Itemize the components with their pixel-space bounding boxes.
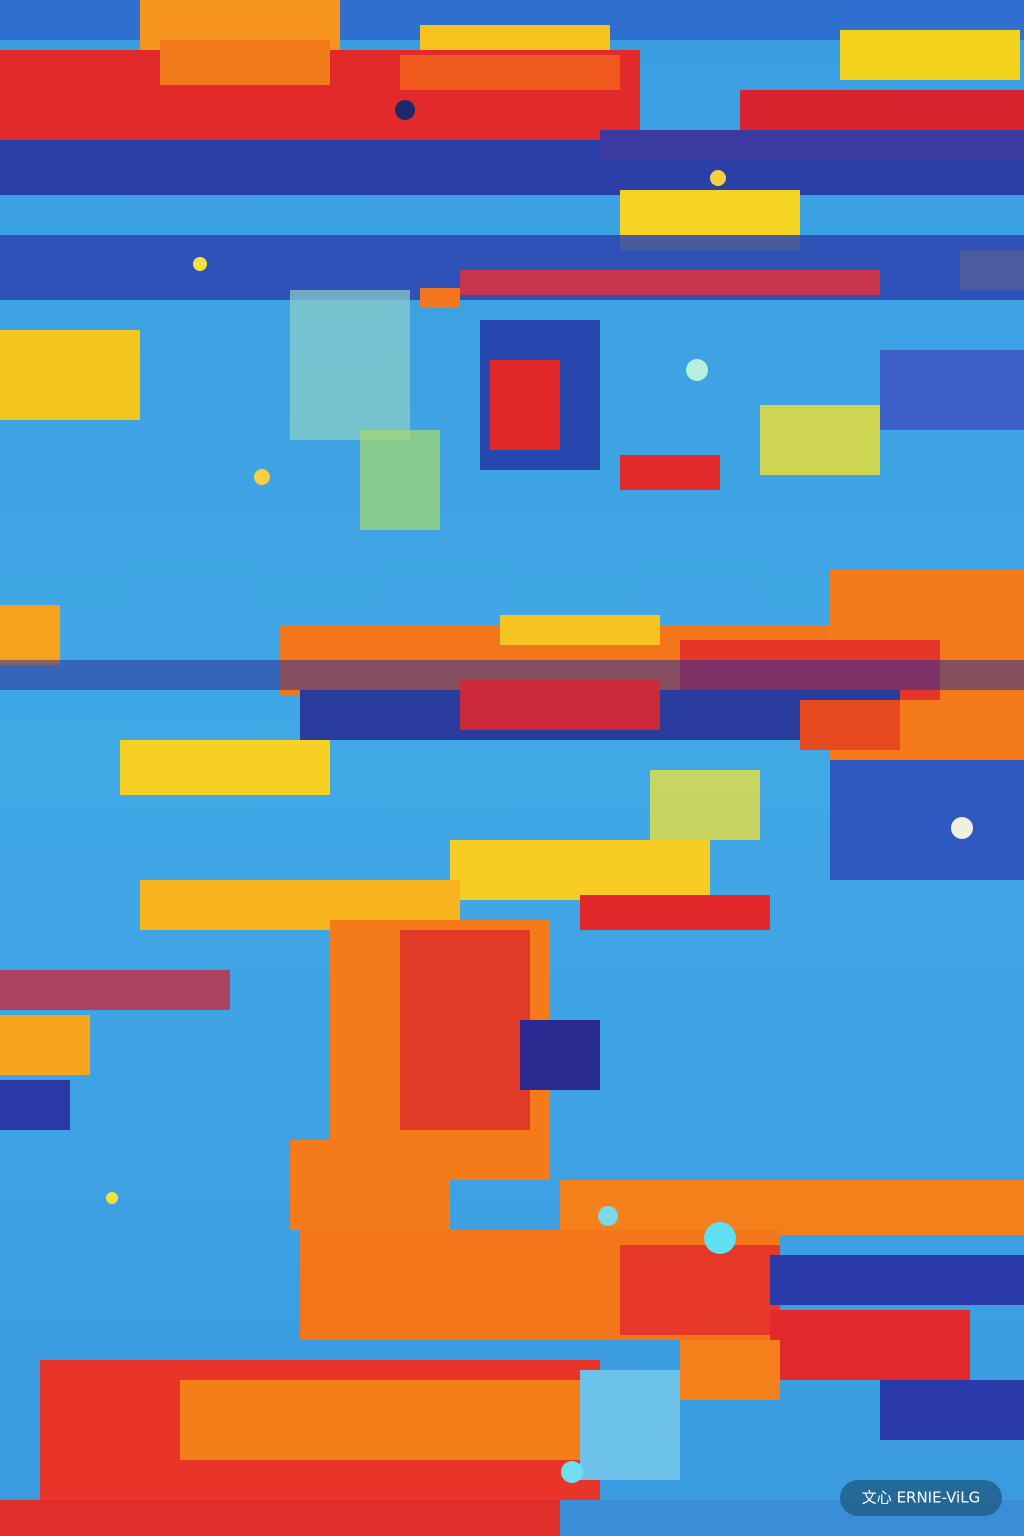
watermark-badge — [840, 1480, 1002, 1516]
paint-dots — [106, 100, 973, 1483]
watermark-text: 文心 ERNIE-ViLG — [862, 1489, 980, 1507]
watermark: 文心 ERNIE-ViLG — [840, 1480, 1002, 1516]
